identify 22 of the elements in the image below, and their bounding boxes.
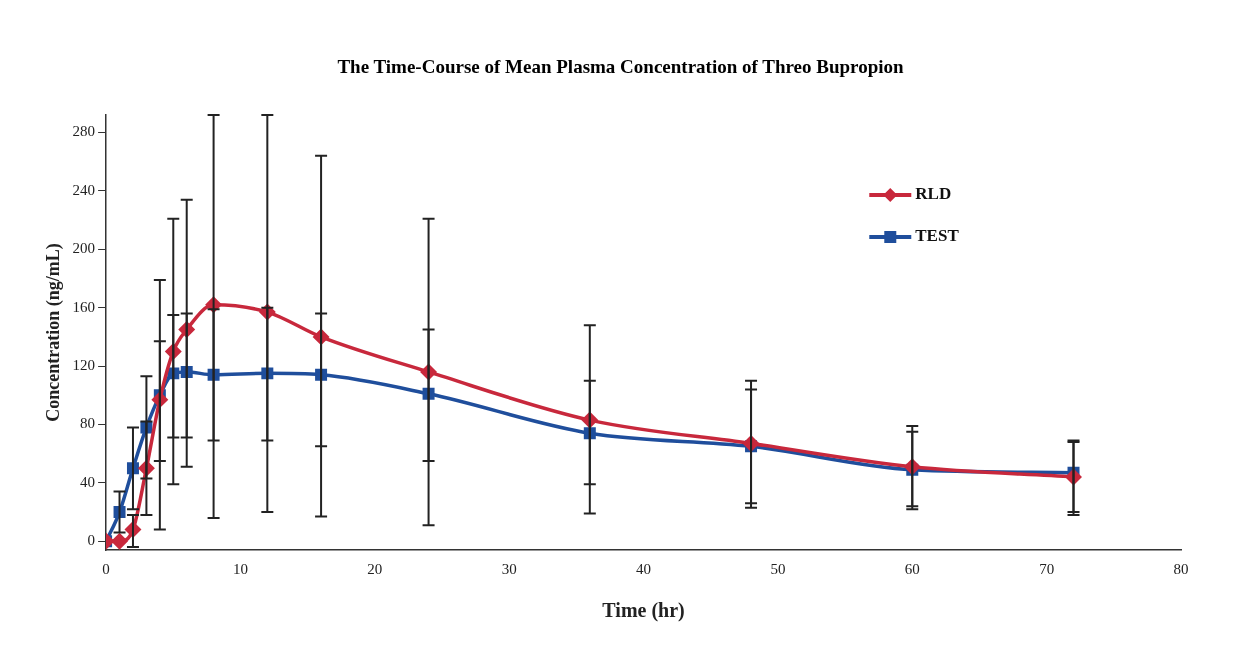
legend-label: TEST bbox=[915, 226, 960, 246]
x-tick-label: 70 bbox=[1039, 560, 1055, 577]
y-tick-label: 200 bbox=[72, 240, 96, 257]
x-tick-label: 60 bbox=[904, 560, 920, 577]
x-tick-label: 30 bbox=[501, 560, 517, 577]
chart-title: The Time-Course of Mean Plasma Concentration of Threo Bupropion bbox=[336, 56, 905, 78]
x-tick-label: 20 bbox=[367, 560, 383, 577]
x-tick-label: 80 bbox=[1173, 560, 1189, 577]
y-axis-title: Concentration (ng/mL) bbox=[43, 243, 65, 422]
x-tick-label: 10 bbox=[232, 560, 248, 577]
y-tick-label: 160 bbox=[72, 298, 96, 315]
y-tick-label: 40 bbox=[80, 473, 96, 490]
x-tick-label: 0 bbox=[102, 560, 110, 577]
y-tick-label: 240 bbox=[72, 181, 96, 198]
y-tick-label: 0 bbox=[87, 532, 96, 549]
y-tick-label: 80 bbox=[80, 415, 96, 432]
x-tick-label: 50 bbox=[770, 560, 786, 577]
x-axis-title: Time (hr) bbox=[602, 599, 685, 623]
legend-label: RLD bbox=[915, 184, 952, 204]
y-tick-label: 280 bbox=[72, 123, 96, 140]
y-tick-label: 120 bbox=[72, 357, 96, 374]
x-tick-label: 40 bbox=[636, 560, 652, 577]
